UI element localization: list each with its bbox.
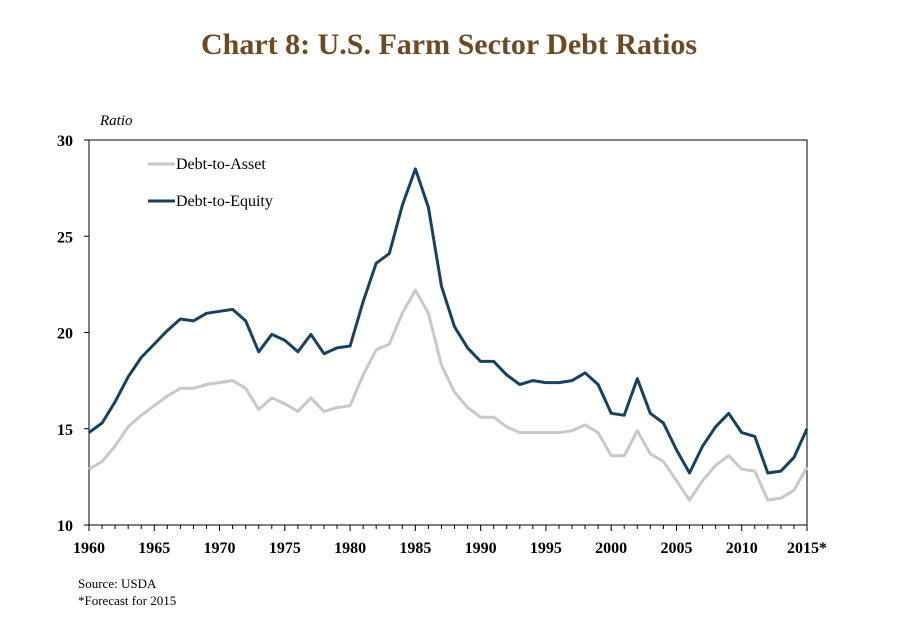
x-tick-label: 1960 — [73, 540, 105, 557]
series-line-debt-to-asset — [88, 288, 809, 502]
source-notes: Source: USDA *Forecast for 2015 — [78, 575, 176, 609]
x-tick-label: 1980 — [334, 540, 366, 557]
forecast-note: *Forecast for 2015 — [78, 593, 177, 608]
y-tick-label: 15 — [57, 422, 73, 439]
x-tick-label: 2005 — [660, 540, 692, 557]
y-axis-label: Ratio — [99, 113, 133, 129]
x-tick-label: 1975 — [269, 540, 301, 557]
source-note: Source: USDA — [78, 576, 157, 591]
chart-title: Chart 8: U.S. Farm Sector Debt Ratios — [200, 28, 698, 61]
y-tick-label: 20 — [57, 326, 73, 343]
y-tick-label: 30 — [57, 133, 73, 150]
series-lines — [88, 167, 809, 502]
x-tick-label: 1995 — [530, 540, 562, 557]
y-axis: 10 15 20 25 30 — [57, 133, 89, 535]
legend-label-debt-to-equity: Debt-to-Equity — [176, 193, 273, 210]
x-tick-label: 1970 — [204, 540, 236, 557]
series-line-debt-to-equity — [88, 167, 809, 475]
x-tick-label: 1990 — [465, 540, 497, 557]
x-tick-label: 1965 — [138, 540, 170, 557]
y-tick-label: 25 — [57, 229, 73, 246]
x-tick-label: 2000 — [595, 540, 627, 557]
x-tick-label: 2010 — [726, 540, 758, 557]
legend: Debt-to-Asset Debt-to-Equity — [148, 156, 273, 210]
x-tick-label: 2015* — [787, 540, 827, 557]
y-tick-label: 10 — [57, 518, 73, 535]
x-tick-label: 1985 — [399, 540, 431, 557]
x-axis: 1960 1965 1970 1975 1980 1985 1990 1995 2000 2005… — [73, 525, 827, 557]
legend-label-debt-to-asset: Debt-to-Asset — [176, 156, 266, 173]
